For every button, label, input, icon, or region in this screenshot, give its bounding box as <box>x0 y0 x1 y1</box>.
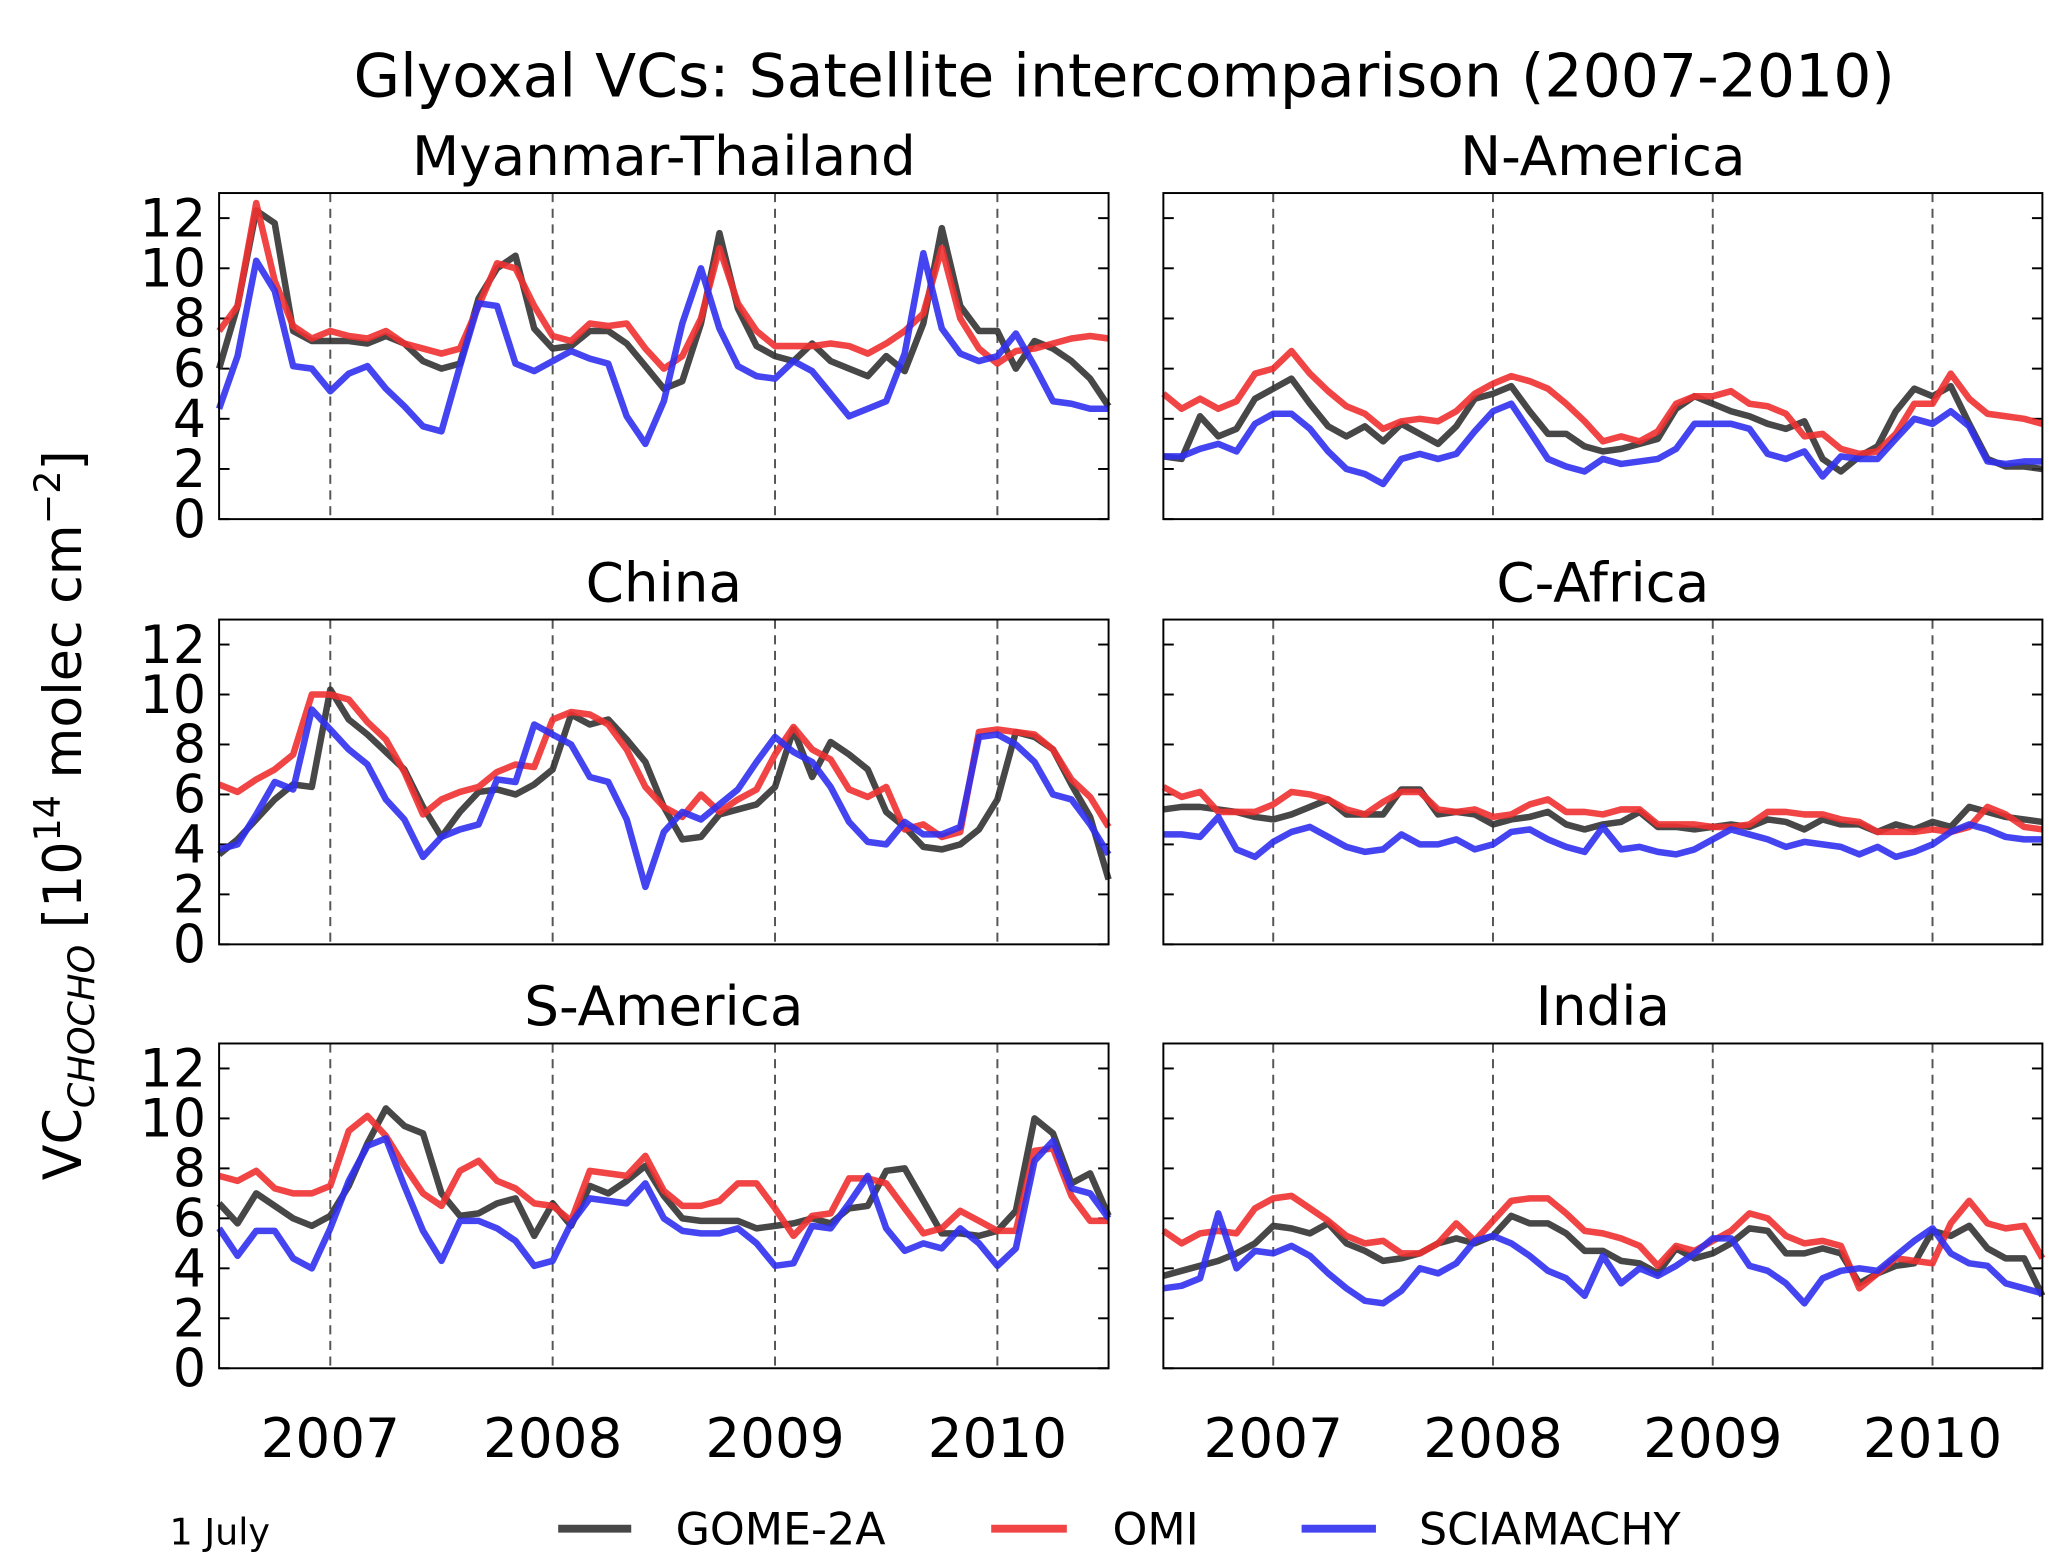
x-tick-label: 2010 <box>928 1406 1067 1470</box>
y-label-open: [10 <box>34 841 94 944</box>
x-tick-label: 2010 <box>1863 1406 2002 1470</box>
series-line <box>217 691 1112 841</box>
x-tick-label: 2008 <box>1423 1406 1562 1470</box>
series-line <box>216 199 1110 372</box>
panel-title: N-America <box>1460 124 1745 188</box>
y-label-sup: 14 <box>26 795 69 841</box>
note: 1 July <box>170 1510 270 1553</box>
y-tick-label: 2 <box>173 440 206 500</box>
panel-title: China <box>586 550 742 614</box>
panel-title: S-America <box>524 974 803 1038</box>
series-line <box>1162 1210 2044 1307</box>
legend-label: GOME-2A <box>676 1504 886 1555</box>
x-tick-label: 2009 <box>705 1406 844 1470</box>
y-tick-label: 0 <box>173 916 206 976</box>
series-line <box>1162 1212 2045 1298</box>
series-line <box>1163 813 2043 861</box>
panel-frame <box>1162 192 2044 521</box>
y-label-close: ] <box>34 450 94 470</box>
y-tick-label: 10 <box>140 666 206 726</box>
series-line <box>217 686 1112 881</box>
y-tick-label: 2 <box>173 1290 206 1350</box>
panel-frame <box>1162 618 2044 946</box>
y-tick-label: 0 <box>173 1340 206 1400</box>
series-line <box>1163 400 2043 488</box>
y-tick-label: 0 <box>173 490 206 550</box>
y-label-sub: CHOCHO <box>60 945 103 1108</box>
series-line <box>1161 347 2044 458</box>
figure-title: Glyoxal VCs: Satellite intercomparison (… <box>354 42 1895 112</box>
y-tick-label: 10 <box>140 240 206 300</box>
panel-frame <box>218 618 1110 946</box>
series-line <box>216 249 1109 448</box>
y-tick-label: 6 <box>173 766 206 826</box>
panel-title: C-Africa <box>1496 550 1709 614</box>
panel-frame <box>218 1042 1110 1370</box>
y-tick-label: 6 <box>173 340 206 400</box>
x-tick-label: 2008 <box>483 1406 622 1470</box>
y-tick-label: 10 <box>140 1090 206 1150</box>
y-axis-label: VCCHOCHO [1014 molec cm−2] <box>26 450 103 1180</box>
series-line <box>1162 375 2043 475</box>
panel-title: India <box>1536 974 1670 1038</box>
y-tick-label: 4 <box>173 816 206 876</box>
series-line <box>218 1112 1109 1240</box>
panel-frame <box>1162 1042 2044 1370</box>
legend-label: SCIAMACHY <box>1419 1504 1682 1555</box>
y-tick-label: 8 <box>173 1140 206 1200</box>
y-tick-label: 2 <box>173 866 206 926</box>
y-label-sup2: −2 <box>26 471 69 525</box>
y-tick-label: 6 <box>173 1190 206 1250</box>
panel-title: Myanmar-Thailand <box>412 124 916 188</box>
x-tick-label: 2007 <box>261 1406 400 1470</box>
panel-frame <box>218 192 1110 521</box>
series-line <box>216 1135 1112 1272</box>
x-tick-label: 2009 <box>1643 1406 1782 1470</box>
series-line <box>1161 784 2043 836</box>
y-label-unit: molec cm <box>34 524 94 795</box>
x-tick-label: 2007 <box>1204 1406 1343 1470</box>
y-tick-label: 8 <box>173 290 206 350</box>
legend-label: OMI <box>1112 1504 1198 1555</box>
y-tick-label: 12 <box>140 1040 206 1100</box>
series-line <box>215 207 1112 409</box>
y-label-base: VC <box>34 1108 94 1180</box>
y-tick-label: 12 <box>140 189 206 249</box>
y-tick-label: 4 <box>173 390 206 450</box>
series-line <box>218 706 1112 891</box>
y-tick-label: 8 <box>173 716 206 776</box>
y-tick-label: 4 <box>173 1240 206 1300</box>
y-tick-label: 12 <box>140 616 206 676</box>
